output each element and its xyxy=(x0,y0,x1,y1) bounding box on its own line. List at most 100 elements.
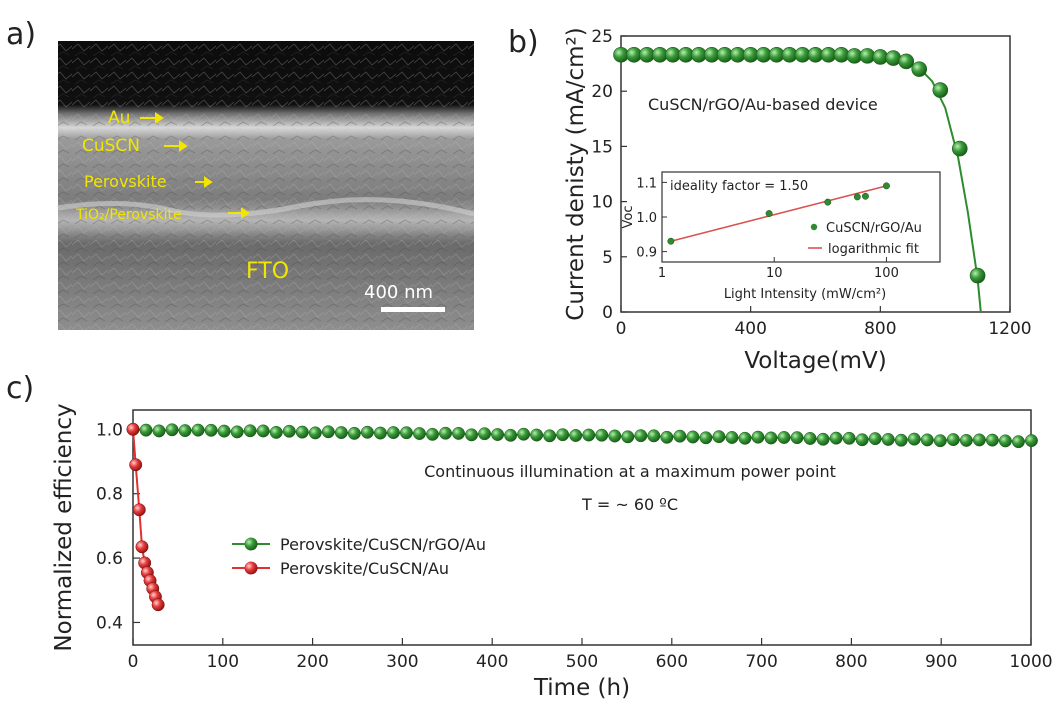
stability-y-tick-label: 1.0 xyxy=(96,420,123,440)
inset-frame xyxy=(661,171,941,263)
rgo-series-marker xyxy=(321,425,335,439)
inset-y-tick-label: 0.9 xyxy=(636,246,657,261)
rgo-series-marker xyxy=(816,432,830,446)
rgo-series-marker xyxy=(282,424,296,438)
jv-marker xyxy=(885,50,902,66)
inset-x-tick-label: 100 xyxy=(874,266,899,281)
rgo-series-marker xyxy=(777,431,791,444)
rgo-series-marker xyxy=(686,430,700,444)
stability-x-tick-label: 1000 xyxy=(1009,652,1052,672)
rgo-series-marker xyxy=(530,428,544,442)
rgo-series-marker xyxy=(842,431,856,445)
jv-x-axis-label: Voltage(mV) xyxy=(744,348,886,374)
inset-point xyxy=(667,237,675,245)
stability-annotation-temperature: T = ~ 60 ºC xyxy=(581,495,678,514)
rgo-series-marker xyxy=(803,432,817,445)
rgo-series-marker xyxy=(998,434,1012,448)
rgo-series-marker xyxy=(517,427,531,441)
sem-arrows xyxy=(140,112,250,219)
rgo-series-marker xyxy=(439,426,452,440)
rgo-series-marker xyxy=(373,426,387,440)
jv-series xyxy=(613,46,986,313)
rgo-series-marker xyxy=(608,429,622,443)
inset-data xyxy=(667,182,890,249)
rgo-series-marker xyxy=(360,425,374,439)
rgo-series-marker xyxy=(152,424,166,438)
stability-legend: Perovskite/CuSCN/rGO/Au Perovskite/CuSCN… xyxy=(232,535,486,578)
au-series-marker xyxy=(126,422,140,436)
inset-y-axis-label: Voc xyxy=(621,206,636,229)
rgo-series-marker xyxy=(295,425,309,439)
rgo-series-marker xyxy=(204,423,218,437)
inset-point xyxy=(824,198,832,206)
rgo-series-marker xyxy=(269,425,283,439)
rgo-series-marker xyxy=(582,428,596,442)
inset-fit-line xyxy=(670,185,887,243)
stability-x-tick-label: 600 xyxy=(656,652,688,672)
jv-chart: 0 400 800 1200 0 5 10 15 20 25 Current denisty (m… xyxy=(563,27,1032,374)
jv-y-tick-label: 5 xyxy=(602,248,613,268)
rgo-series-marker xyxy=(829,431,843,445)
sem-label-cuscn: CuSCN xyxy=(82,136,140,156)
rgo-series-marker xyxy=(790,431,804,445)
rgo-series-marker xyxy=(334,426,348,440)
jv-y-axis-label: Current denisty (mA/cm²) xyxy=(563,27,589,320)
rgo-series-marker xyxy=(230,425,244,439)
rgo-series-marker xyxy=(712,430,726,444)
rgo-series-marker xyxy=(855,433,869,447)
rgo-series-marker xyxy=(452,426,465,440)
scale-bar xyxy=(381,307,445,312)
stability-axes: 0 100 200 300 400 500 600 700 800 900 1000 0.4 0.6 0.… xyxy=(96,409,1053,672)
rgo-series-marker xyxy=(1024,434,1038,448)
rgo-series-marker xyxy=(1011,435,1025,449)
inset-annotation: ideality factor = 1.50 xyxy=(670,179,808,194)
stability-y-tick-label: 0.8 xyxy=(96,485,123,505)
jv-marker xyxy=(932,82,949,98)
stability-x-tick-label: 200 xyxy=(296,652,328,672)
sem-label-perovskite: Perovskite xyxy=(84,172,167,191)
jv-y-tick-label: 10 xyxy=(591,193,613,213)
sem-texture xyxy=(58,41,474,330)
au-series-marker xyxy=(151,598,165,612)
stability-x-axis-label: Time (h) xyxy=(533,675,630,701)
rgo-series-marker xyxy=(491,428,505,441)
scale-bar-label: 400 nm xyxy=(364,282,433,303)
rgo-series-marker xyxy=(946,433,960,447)
inset-legend-marker xyxy=(810,223,818,231)
inset-chart: 1 10 100 0.9 1.0 1.1 Light Intensity (mW/cm²)… xyxy=(621,171,941,302)
legend-marker-au xyxy=(244,561,258,575)
jv-marker xyxy=(911,61,928,77)
rgo-series-marker xyxy=(478,427,492,441)
jv-marker xyxy=(898,53,915,70)
sem-label-fto: FTO xyxy=(246,259,289,284)
inset-legend-fit: logarithmic fit xyxy=(828,242,919,257)
rgo-series-marker xyxy=(413,427,426,441)
rgo-series-marker xyxy=(764,431,778,445)
legend-label-rgo: Perovskite/CuSCN/rGO/Au xyxy=(280,535,486,554)
rgo-series-marker xyxy=(386,426,400,440)
rgo-series-marker xyxy=(660,430,674,444)
rgo-series-marker xyxy=(920,433,934,447)
legend-label-au: Perovskite/CuSCN/Au xyxy=(280,559,449,578)
stability-x-tick-label: 100 xyxy=(207,652,239,672)
inset-x-axis-label: Light Intensity (mW/cm²) xyxy=(724,287,886,302)
rgo-series-marker xyxy=(191,423,205,437)
inset-legend-points: CuSCN/rGO/Au xyxy=(826,221,922,236)
rgo-series-marker xyxy=(347,426,361,440)
rgo-series-marker xyxy=(647,429,661,443)
stability-annotation-condition: Continuous illumination at a maximum pow… xyxy=(424,462,836,481)
sem-label-tio2: TiO₂/Perovskite xyxy=(75,207,182,223)
stability-x-tick-label: 0 xyxy=(128,652,139,672)
inset-x-tick-label: 10 xyxy=(766,266,783,281)
stability-x-tick-label: 900 xyxy=(925,652,957,672)
jv-annotation: CuSCN/rGO/Au-based device xyxy=(648,95,878,114)
jv-marker xyxy=(969,267,986,284)
stability-chart: 0 100 200 300 400 500 600 700 800 900 1000 0.4 0.6 0.… xyxy=(51,403,1053,701)
stability-series xyxy=(126,422,1038,612)
panel-label-c: c) xyxy=(6,371,34,406)
legend-marker-rgo xyxy=(244,537,258,551)
inset-axes: 1 10 100 0.9 1.0 1.1 xyxy=(636,171,941,281)
rgo-series-marker xyxy=(308,426,322,440)
stability-x-tick-label: 400 xyxy=(476,652,508,672)
rgo-series-marker xyxy=(738,431,752,445)
